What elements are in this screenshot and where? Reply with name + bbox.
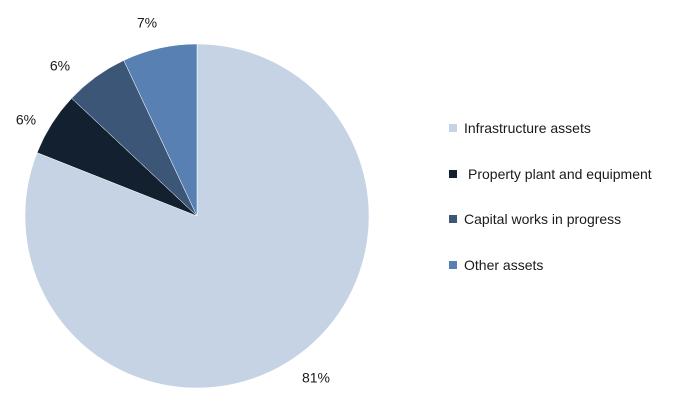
legend-item-property-plant-and-equipment: Property plant and equipment [449,164,679,184]
legend: Infrastructure assets Property plant and… [449,118,679,300]
legend-swatch [449,260,457,269]
legend-label: Property plant and equipment [468,165,652,182]
pie-data-labels: 81% 6% 6% 7% [16,15,330,386]
pie-slices [24,43,370,389]
pie-slice-other-assets [123,43,198,217]
legend-label: Other assets [464,256,544,273]
data-label-capital-works-in-progress: 6% [50,58,70,74]
legend-swatch [449,124,457,132]
data-label-other-assets: 7% [137,15,157,31]
legend-item-capital-works-in-progress: Capital works in progress [449,209,679,229]
data-label-infrastructure-assets: 81% [302,370,330,386]
legend-label: Capital works in progress [464,211,622,228]
legend-item-other-assets: Other assets [449,255,679,275]
legend-swatch [449,169,457,178]
legend-label: Infrastructure assets [464,120,591,136]
data-label-property-plant-and-equipment: 6% [16,112,36,128]
legend-item-infrastructure-assets: Infrastructure assets [449,118,679,138]
legend-swatch [449,215,457,224]
